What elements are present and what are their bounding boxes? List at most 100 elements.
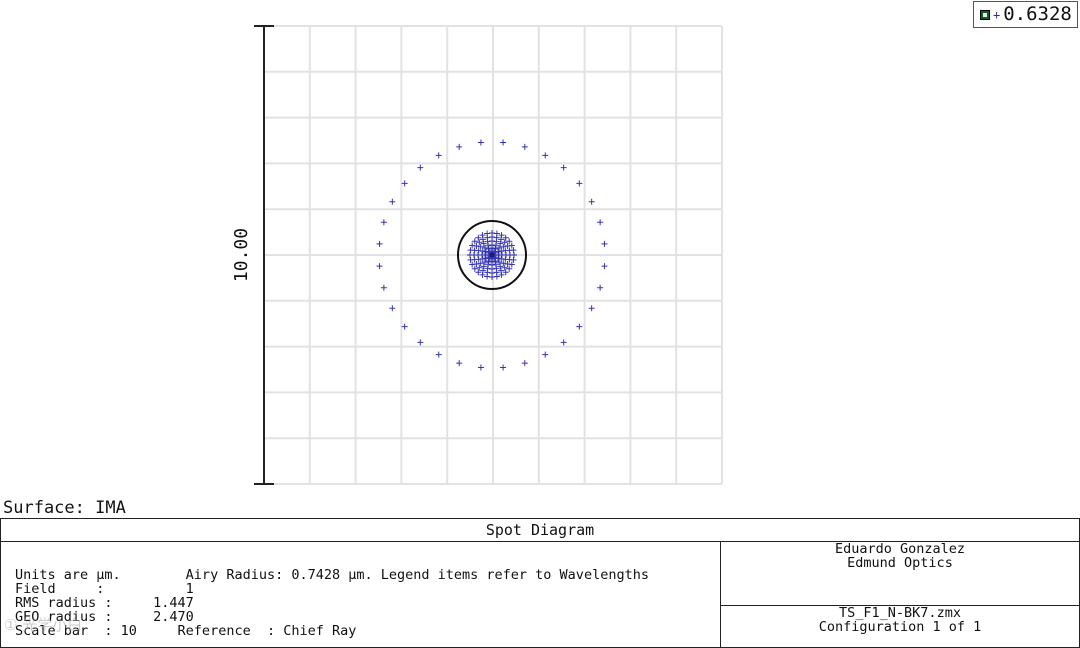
spot-point xyxy=(496,244,503,251)
spot-point xyxy=(597,219,604,226)
spot-point xyxy=(497,240,504,247)
spot-point xyxy=(482,255,489,262)
spot-point xyxy=(498,236,504,243)
spot-point xyxy=(380,284,387,291)
spot-point xyxy=(497,263,504,270)
spot-point xyxy=(480,240,487,247)
spot-point xyxy=(389,198,396,205)
spot-point xyxy=(501,264,508,271)
spot-point xyxy=(477,260,484,267)
info-configuration: Configuration 1 of 1 xyxy=(818,619,982,635)
spot-point xyxy=(480,263,487,270)
spot-point xyxy=(417,339,424,346)
spot-point xyxy=(456,143,463,150)
spot-point xyxy=(502,234,509,241)
spot-point xyxy=(485,258,492,265)
spot-point xyxy=(456,360,463,367)
spot-point xyxy=(469,242,476,249)
spot-point xyxy=(376,240,383,247)
spot-point xyxy=(506,265,513,272)
plot-grid xyxy=(263,25,723,485)
spot-point xyxy=(480,267,486,274)
spot-point xyxy=(542,152,549,159)
spot-point xyxy=(504,261,511,267)
spot-point xyxy=(477,139,484,146)
spot-point xyxy=(435,152,442,159)
info-horizontal-divider xyxy=(720,605,1079,606)
spot-point xyxy=(476,264,483,271)
info-parameters: Units are µm. Airy Radius: 0.7428 µm. Le… xyxy=(15,568,715,638)
spot-point xyxy=(521,360,528,367)
spot-point xyxy=(542,351,549,358)
spot-point xyxy=(500,139,507,146)
info-title: Spot Diagram xyxy=(1,519,1079,542)
spot-point xyxy=(476,239,483,246)
spot-point xyxy=(376,263,383,270)
spot-point xyxy=(492,258,499,265)
scale-bar-label: 10.00 xyxy=(231,228,252,282)
info-line-units: Units are µm. Airy Radius: 0.7428 µm. Le… xyxy=(15,567,649,583)
info-panel: Spot Diagram Units are µm. Airy Radius: … xyxy=(0,518,1080,648)
spot-point xyxy=(500,243,507,250)
spot-point xyxy=(576,323,583,330)
spot-point xyxy=(471,238,478,245)
spot-point xyxy=(501,239,508,246)
spot-point xyxy=(389,305,396,312)
wavelength-legend: + 0.6328 xyxy=(973,1,1078,28)
spot-point xyxy=(498,271,505,278)
legend-wavelength-value: 0.6328 xyxy=(1003,3,1072,25)
spot-point xyxy=(380,219,387,226)
info-file-block: TS_F1_N-BK7.zmx Configuration 1 of 1 xyxy=(721,606,1079,634)
spot-point xyxy=(482,248,489,255)
spot-point xyxy=(495,255,502,262)
spot-point xyxy=(479,271,486,278)
spot-point xyxy=(481,259,488,266)
legend-swatch-icon xyxy=(980,9,990,20)
spot-point xyxy=(508,261,515,268)
spot-point xyxy=(597,284,604,291)
info-line-scale: Scale bar : 10 Reference : Chief Ray xyxy=(15,623,357,639)
spot-point xyxy=(508,242,515,249)
surface-label: Surface: IMA xyxy=(3,498,126,518)
spot-point xyxy=(469,261,476,268)
spot-point xyxy=(401,323,408,330)
spot-point xyxy=(417,164,424,171)
spot-point xyxy=(477,364,484,371)
spot-point xyxy=(601,263,608,270)
spot-point xyxy=(477,243,484,250)
spot-point xyxy=(495,248,502,255)
spot-point xyxy=(521,143,528,150)
airy-disk-circle xyxy=(457,220,527,290)
info-vertical-divider xyxy=(720,541,721,648)
spot-point xyxy=(496,259,503,266)
spot-point xyxy=(480,236,486,243)
info-company: Edmund Optics xyxy=(847,555,953,571)
scale-bar xyxy=(254,25,274,485)
spot-point xyxy=(588,305,595,312)
spot-point xyxy=(401,180,408,187)
spot-point xyxy=(481,244,488,251)
spot-point xyxy=(473,261,480,267)
spot-point xyxy=(435,351,442,358)
spot-diagram-plot: 10.00 xyxy=(231,25,723,485)
info-author-block: Eduardo Gonzalez Edmund Optics xyxy=(721,542,1079,570)
info-line-rms: RMS radius : 1.447 xyxy=(15,595,194,611)
legend-marker: + xyxy=(993,7,1001,22)
spot-point xyxy=(473,243,480,249)
spot-point xyxy=(475,269,482,276)
spot-point xyxy=(479,232,486,239)
chief-ray-point xyxy=(489,252,495,258)
spot-point xyxy=(500,364,507,371)
info-file: TS_F1_N-BK7.zmx xyxy=(839,605,961,621)
spot-point xyxy=(601,240,608,247)
spot-points xyxy=(376,139,608,371)
info-line-field: Field : 1 xyxy=(15,581,194,597)
spot-point xyxy=(492,245,499,252)
spot-point xyxy=(485,245,492,252)
info-line-geo: GEO radius : 2.470 xyxy=(15,609,194,625)
spot-point xyxy=(502,269,509,276)
spot-point xyxy=(576,180,583,187)
spot-point xyxy=(498,267,504,274)
spot-point xyxy=(498,232,505,239)
spot-point xyxy=(506,238,513,245)
